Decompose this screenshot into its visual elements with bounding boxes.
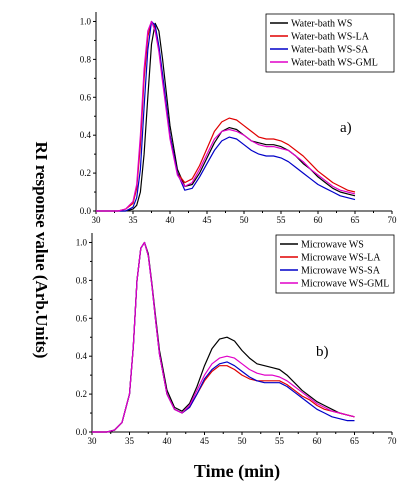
y-tick-label: 0.8	[80, 54, 92, 64]
series-line	[92, 241, 355, 433]
panel-label: a)	[340, 120, 352, 136]
x-tick-label: 40	[163, 436, 173, 446]
series-line	[96, 20, 356, 212]
x-tick-label: 60	[314, 215, 324, 225]
y-tick-label: 0.6	[76, 313, 88, 323]
x-tick-label: 65	[350, 436, 360, 446]
x-tick-label: 50	[240, 215, 250, 225]
y-tick-label: 0.8	[76, 275, 88, 285]
y-tick-label: 1.0	[80, 16, 92, 26]
y-tick-label: 0.4	[80, 130, 92, 140]
legend-entry: Microwave WS	[301, 240, 364, 251]
x-tick-label: 45	[203, 215, 213, 225]
series-line	[96, 22, 356, 212]
x-axis-label: Time (min)	[194, 461, 280, 482]
x-tick-label: 60	[313, 436, 323, 446]
legend-entry: Water-bath WS-LA	[291, 32, 370, 43]
legend-entry: Water-bath WS	[291, 19, 352, 30]
legend-entry: Water-bath WS-GML	[291, 58, 378, 69]
y-tick-label: 0.6	[80, 92, 92, 102]
y-tick-label: 1.0	[76, 237, 88, 247]
panel-label: b)	[316, 344, 329, 360]
x-tick-label: 55	[275, 436, 285, 446]
legend-entry: Microwave WS-SA	[301, 266, 381, 277]
x-tick-label: 70	[388, 436, 398, 446]
chart-panel-a: 30 35 40 45 50 55 60 65 70 0.0 0.2 0.4 0.6 0.8 1.0 a) Wa…	[80, 12, 397, 225]
x-tick-label: 65	[351, 215, 361, 225]
x-tick-label: 70	[388, 215, 398, 225]
y-axis-label: RI response value (Arb.Units)	[32, 142, 51, 359]
y-tick-label: 0.0	[76, 427, 88, 437]
y-tick-label: 0.0	[80, 206, 92, 216]
y-tick-label: 0.4	[76, 351, 88, 361]
x-tick-label: 35	[129, 215, 139, 225]
x-tick-label: 45	[200, 436, 210, 446]
x-tick-label: 30	[88, 436, 98, 446]
x-tick-label: 30	[92, 215, 102, 225]
legend-entry: Water-bath WS-SA	[291, 45, 369, 56]
x-tick-label: 40	[166, 215, 176, 225]
legend-entry: Microwave WS-LA	[301, 253, 381, 264]
legend-entry: Microwave WS-GML	[301, 279, 389, 290]
x-tick-label: 55	[277, 215, 287, 225]
y-tick-label: 0.2	[76, 389, 87, 399]
x-tick-label: 50	[238, 436, 248, 446]
x-tick-label: 35	[125, 436, 135, 446]
series-line	[96, 20, 356, 212]
chart-panel-b: 30 35 40 45 50 55 60 65 70 0.0 0.2 0.4 0.6 0.8 1.0 b) Mi…	[76, 233, 397, 446]
y-tick-label: 0.2	[80, 168, 91, 178]
